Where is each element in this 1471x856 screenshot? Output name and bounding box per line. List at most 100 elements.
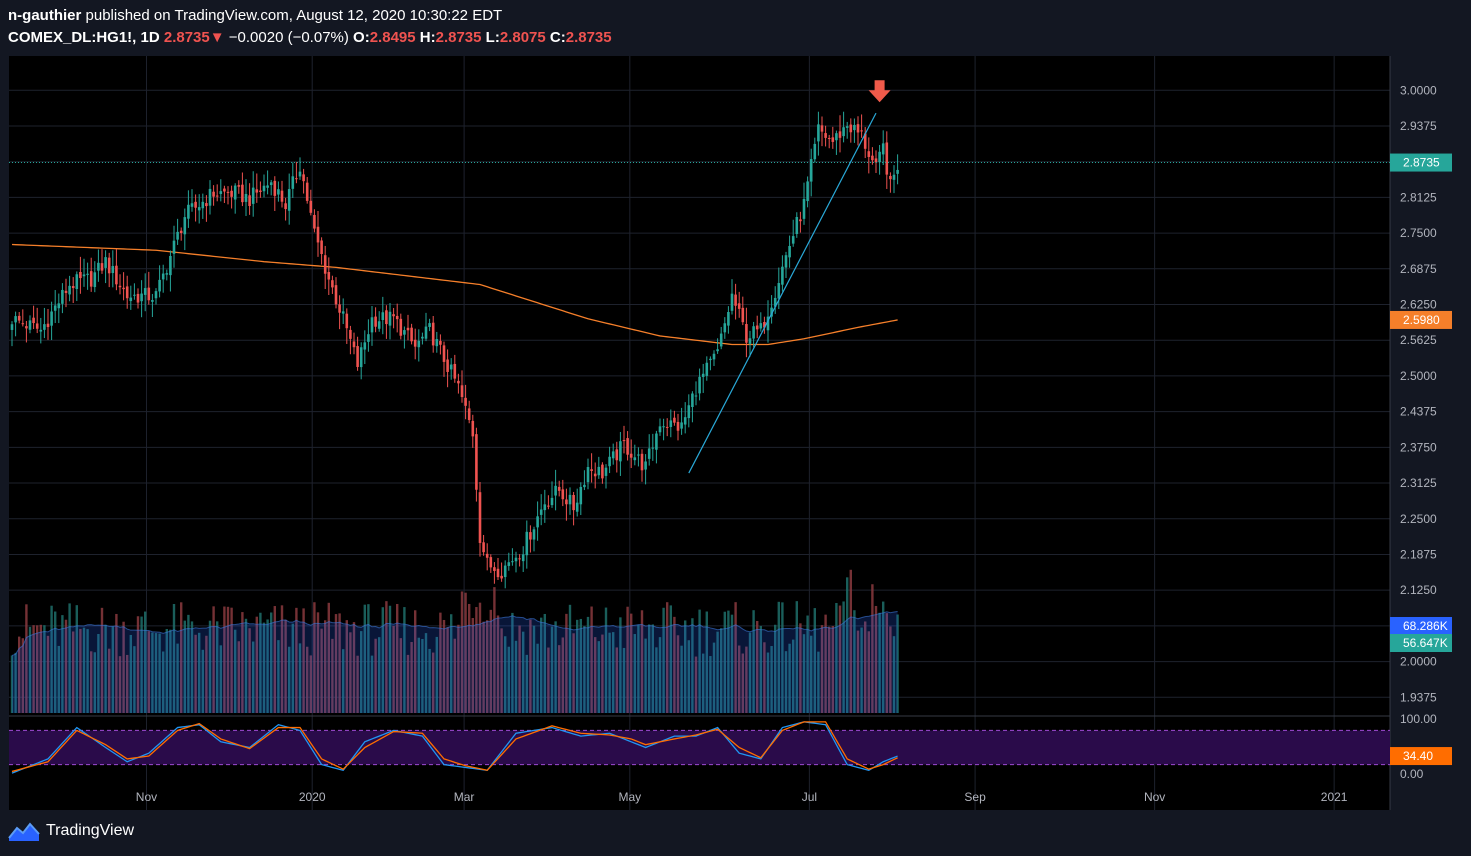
candle xyxy=(68,275,71,302)
candle xyxy=(179,227,183,241)
candle-body xyxy=(367,334,370,342)
candle-body xyxy=(374,316,377,327)
candle xyxy=(345,308,349,344)
candle xyxy=(881,130,885,166)
volume-bar xyxy=(457,624,460,713)
volume-bar xyxy=(367,604,370,713)
volume-bar xyxy=(734,602,737,713)
candle xyxy=(129,285,133,310)
publish-info: published on TradingView.com, August 12,… xyxy=(85,7,503,24)
volume-bar xyxy=(626,606,629,713)
candle xyxy=(241,172,244,207)
price-axis[interactable]: 3.00002.93752.87502.81252.75002.68752.62… xyxy=(1390,83,1452,781)
candle-body xyxy=(176,231,179,240)
candle-body xyxy=(763,322,766,328)
volume-bar xyxy=(446,627,449,713)
candle-body xyxy=(518,558,521,560)
candle-body xyxy=(89,271,93,287)
candle-body xyxy=(802,199,806,219)
candle xyxy=(395,303,399,333)
candle-body xyxy=(514,557,518,562)
candle-body xyxy=(208,188,212,206)
candle xyxy=(50,301,53,341)
volume-bar xyxy=(39,624,42,713)
volume-bar xyxy=(10,655,14,713)
candle xyxy=(460,370,464,403)
volume-bar xyxy=(489,609,492,713)
candle xyxy=(867,137,871,174)
candle xyxy=(698,368,701,401)
candle-body xyxy=(579,486,583,505)
volume-bar xyxy=(550,626,554,713)
candle xyxy=(298,157,302,180)
time-tick-label: Jul xyxy=(802,790,817,804)
footer-brand[interactable]: TradingView xyxy=(8,820,134,842)
candle-body xyxy=(435,339,439,347)
volume-bar xyxy=(817,651,820,713)
volume-bar xyxy=(194,634,197,713)
volume-bar xyxy=(842,601,845,713)
candle-body xyxy=(107,257,111,274)
candle-body xyxy=(219,191,223,194)
candle xyxy=(431,316,435,353)
candle xyxy=(651,433,655,461)
candle-body xyxy=(831,137,835,142)
candle xyxy=(309,189,313,216)
candle xyxy=(579,482,583,516)
candle xyxy=(428,318,431,332)
candle xyxy=(647,434,651,466)
price-tick-label: 2.2500 xyxy=(1400,512,1437,526)
volume-bar xyxy=(493,587,496,713)
price-tick-label: 2.0000 xyxy=(1400,655,1437,669)
volume-bar xyxy=(266,619,269,713)
candle-body xyxy=(212,191,215,197)
candle-body xyxy=(93,272,97,288)
signal-arrow-icon[interactable] xyxy=(868,80,891,103)
symbol-label[interactable]: COMEX_DL:HG1!, 1D xyxy=(8,29,160,46)
candle xyxy=(493,562,496,584)
candle-body xyxy=(709,358,712,361)
candle-body xyxy=(287,189,291,211)
candle xyxy=(572,491,575,526)
candle-body xyxy=(313,214,316,229)
down-arrow-icon[interactable] xyxy=(868,80,891,103)
candle xyxy=(392,307,395,329)
candle-body xyxy=(280,190,284,202)
volume-bar xyxy=(486,620,489,713)
time-axis[interactable]: Nov 2020 Mar May Jul Sep Nov 2021 xyxy=(136,790,1348,804)
author-name[interactable]: n-gauthier xyxy=(8,7,82,24)
volume-bar xyxy=(766,652,770,713)
candle-body xyxy=(741,307,745,323)
candle xyxy=(327,257,331,296)
price-tick-label: 2.1875 xyxy=(1400,547,1437,561)
candle-body xyxy=(507,562,511,566)
candle xyxy=(86,262,89,290)
candlesticks xyxy=(9,111,1390,589)
candle-body xyxy=(460,385,464,398)
candle-body xyxy=(889,175,892,180)
candle xyxy=(536,501,539,541)
candle-body xyxy=(665,426,669,428)
candle xyxy=(251,171,255,217)
candle-body xyxy=(399,318,403,336)
candle xyxy=(172,225,176,268)
volume-bar xyxy=(716,631,719,713)
candle-body xyxy=(550,497,554,506)
candle xyxy=(287,173,291,225)
candle-body xyxy=(863,133,867,149)
candle-body xyxy=(838,131,842,138)
trendline[interactable] xyxy=(688,112,877,474)
volume-bar xyxy=(226,606,230,713)
volume-bar xyxy=(709,656,712,713)
candle-body xyxy=(759,323,763,329)
candle-body xyxy=(345,313,349,329)
candle xyxy=(421,332,424,345)
candle xyxy=(255,173,259,203)
trendline-segment[interactable] xyxy=(688,112,877,474)
volume-bar xyxy=(658,637,662,713)
candle-body xyxy=(183,217,187,235)
candle xyxy=(489,554,493,573)
volume-bar xyxy=(212,606,215,713)
candle xyxy=(871,147,874,165)
